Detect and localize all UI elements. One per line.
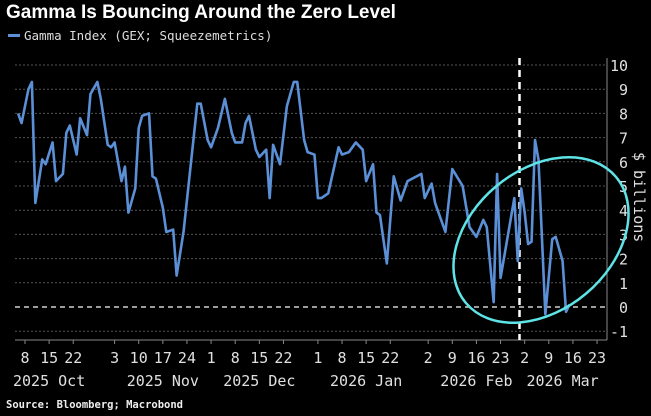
y-tick-label: 3 <box>619 226 628 244</box>
x-tick-label: 15 <box>357 349 375 367</box>
legend-label: Gamma Index (GEX; Squeezemetrics) <box>24 28 273 43</box>
x-tick-label: 3 <box>110 349 119 367</box>
y-tick-label: 0 <box>619 299 628 317</box>
y-tick-label: 4 <box>619 202 628 220</box>
x-tick-label: 24 <box>178 349 196 367</box>
source-note: Source: Bloomberg; Macrobond <box>6 399 184 411</box>
y-tick-label: 1 <box>619 275 628 293</box>
y-tick-label: 2 <box>619 251 628 269</box>
annotation-ellipse <box>452 156 630 324</box>
x-tick-label: 2 <box>424 349 433 367</box>
x-tick-label: 16 <box>564 349 582 367</box>
x-month-label: 2026 Mar <box>526 372 598 390</box>
x-month-label: 2025 Dec <box>223 372 295 390</box>
x-tick-label: 23 <box>492 349 510 367</box>
x-tick-label: 22 <box>381 349 399 367</box>
x-tick-label: 9 <box>448 349 457 367</box>
x-tick-label: 8 <box>231 349 240 367</box>
legend-swatch <box>8 34 20 37</box>
y-tick-label: 10 <box>610 57 628 75</box>
y-tick-label: 9 <box>619 81 628 99</box>
x-tick-label: 1 <box>207 349 216 367</box>
x-tick-label: 15 <box>250 349 268 367</box>
x-tick-label: 8 <box>20 349 29 367</box>
x-tick-label: 1 <box>313 349 322 367</box>
legend: Gamma Index (GEX; Squeezemetrics) <box>8 28 272 43</box>
x-tick-label: 9 <box>544 349 553 367</box>
x-tick-label: 2 <box>520 349 529 367</box>
x-month-label: 2026 Feb <box>440 372 512 390</box>
y-tick-label: -1 <box>610 323 628 341</box>
x-tick-label: 23 <box>588 349 606 367</box>
x-month-label: 2025 Nov <box>127 372 199 390</box>
chart-title: Gamma Is Bouncing Around the Zero Level <box>6 2 396 23</box>
x-month-label: 2025 Oct <box>13 372 85 390</box>
x-month-label: 2026 Jan <box>330 372 402 390</box>
y-tick-label: 7 <box>619 130 628 148</box>
x-tick-label: 15 <box>40 349 58 367</box>
series-line-gamma-index <box>16 80 571 316</box>
x-tick-label: 22 <box>64 349 82 367</box>
x-tick-label: 8 <box>338 349 347 367</box>
y-axis-label: $ billions <box>630 152 648 242</box>
x-tick-label: 22 <box>274 349 292 367</box>
x-tick-label: 10 <box>130 349 148 367</box>
x-tick-label: 16 <box>467 349 485 367</box>
x-tick-label: 17 <box>154 349 172 367</box>
y-tick-label: 8 <box>619 105 628 123</box>
y-tick-label: 6 <box>619 154 628 172</box>
